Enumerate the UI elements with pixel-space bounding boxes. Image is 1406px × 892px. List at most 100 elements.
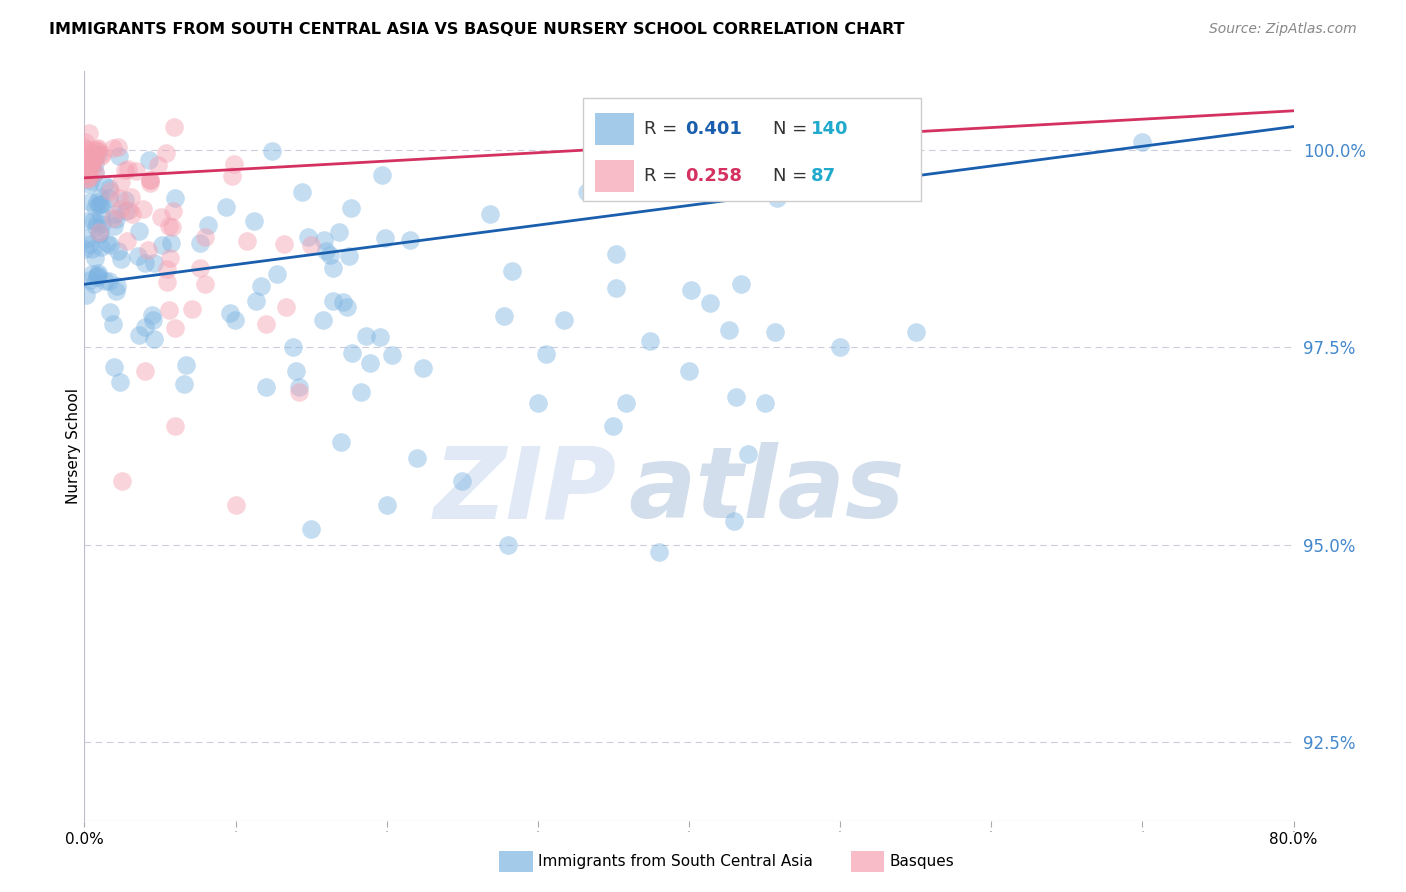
Point <box>84 156 107 170</box>
Point <box>115 235 138 249</box>
Point <box>139 176 162 190</box>
Point <box>188 235 211 250</box>
Text: N =: N = <box>773 167 813 185</box>
Point <box>79 273 101 287</box>
Point <box>73 135 96 149</box>
Point <box>181 301 204 316</box>
Text: 80.0%: 80.0% <box>1270 832 1317 847</box>
Point <box>73 154 96 169</box>
Point <box>1132 136 1154 150</box>
Point <box>496 538 519 552</box>
Point <box>494 309 516 323</box>
Point <box>136 243 159 257</box>
Text: 0.0%: 0.0% <box>65 832 104 847</box>
Point <box>73 161 96 175</box>
Point <box>107 149 129 163</box>
Point <box>82 147 104 161</box>
Point <box>86 142 108 156</box>
Point <box>830 340 852 354</box>
Point <box>76 161 98 176</box>
Point <box>163 191 186 205</box>
Point <box>197 218 219 232</box>
Point <box>98 237 121 252</box>
Point <box>87 227 110 241</box>
Point <box>73 153 96 167</box>
Point <box>224 313 246 327</box>
Point <box>90 208 112 222</box>
Text: R =: R = <box>644 120 683 138</box>
Point <box>141 308 163 322</box>
Point <box>501 264 523 278</box>
Point <box>602 419 624 434</box>
Point <box>87 266 110 280</box>
Point <box>312 233 335 247</box>
Point <box>718 323 741 337</box>
Point <box>134 320 156 334</box>
Point <box>98 274 121 288</box>
Point <box>337 249 360 263</box>
Point <box>83 277 105 291</box>
Point <box>103 219 125 234</box>
Point <box>98 181 121 195</box>
Point <box>215 200 238 214</box>
Point <box>281 340 304 354</box>
Point <box>110 252 132 267</box>
Point <box>89 197 111 211</box>
Point <box>77 143 100 157</box>
Point <box>83 251 105 265</box>
Text: IMMIGRANTS FROM SOUTH CENTRAL ASIA VS BASQUE NURSERY SCHOOL CORRELATION CHART: IMMIGRANTS FROM SOUTH CENTRAL ASIA VS BA… <box>49 22 904 37</box>
Point <box>194 277 217 292</box>
Point <box>904 325 927 339</box>
Point <box>142 313 165 327</box>
Point <box>87 225 110 239</box>
Point <box>77 161 100 175</box>
Text: 0.258: 0.258 <box>685 167 742 185</box>
Point <box>134 256 156 270</box>
Point <box>527 395 550 409</box>
Point <box>77 126 100 140</box>
Point <box>75 232 97 246</box>
Point <box>77 171 100 186</box>
Point <box>150 238 173 252</box>
Point <box>75 158 97 172</box>
Point <box>76 151 98 165</box>
Point <box>340 346 363 360</box>
Point <box>84 151 107 165</box>
Point <box>284 363 307 377</box>
Point <box>90 149 112 163</box>
Point <box>104 207 127 221</box>
Point <box>193 230 215 244</box>
Point <box>75 153 97 168</box>
Point <box>105 285 128 299</box>
Point <box>188 260 211 275</box>
Point <box>91 146 114 161</box>
Point <box>288 380 311 394</box>
Point <box>84 165 107 179</box>
Point <box>162 220 184 235</box>
Point <box>249 278 271 293</box>
Point <box>108 375 131 389</box>
Point <box>101 211 124 226</box>
Point <box>245 294 267 309</box>
Point <box>80 161 103 175</box>
Point <box>120 190 142 204</box>
Point <box>108 191 131 205</box>
Point <box>319 248 342 262</box>
Point <box>157 303 180 318</box>
Point <box>165 320 187 334</box>
Point <box>80 267 103 281</box>
Point <box>312 313 335 327</box>
Text: N =: N = <box>773 120 813 138</box>
Point <box>138 153 160 168</box>
Point <box>148 158 170 172</box>
Point <box>110 175 132 189</box>
Point <box>159 251 181 265</box>
Text: atlas: atlas <box>628 442 905 540</box>
Point <box>114 204 136 219</box>
Point <box>766 190 789 204</box>
Point <box>359 356 381 370</box>
Point <box>322 260 344 275</box>
Point <box>86 194 108 209</box>
Point <box>648 545 671 559</box>
Point <box>90 217 112 231</box>
